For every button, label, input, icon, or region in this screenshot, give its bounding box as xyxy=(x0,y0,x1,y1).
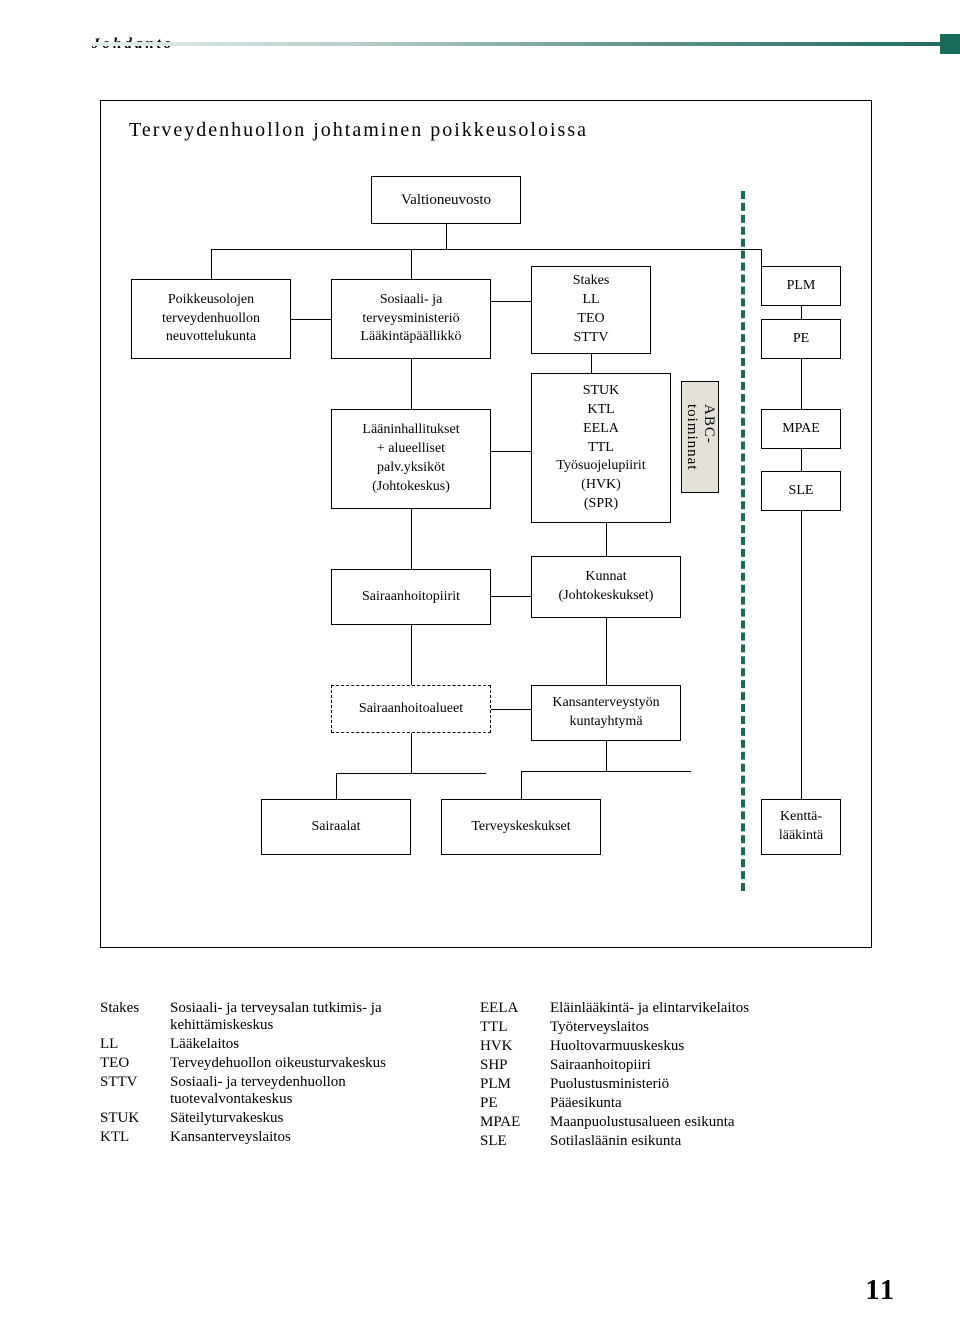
legend-row: PEPääesikunta xyxy=(480,1095,860,1112)
legend-abbr: MPAE xyxy=(480,1114,550,1131)
node-kentta: Kenttä-lääkintä xyxy=(761,799,841,855)
legend-def: Sairaanhoitopiiri xyxy=(550,1057,780,1074)
connector xyxy=(801,511,802,799)
legend-abbr: SLE xyxy=(480,1133,550,1150)
node-sairaanhoitopiirit: Sairaanhoitopiirit xyxy=(331,569,491,625)
legend-abbr: STUK xyxy=(100,1110,170,1127)
node-kunnat: Kunnat(Johtokeskukset) xyxy=(531,556,681,618)
legend-row: STTVSosiaali- ja terveyden­huollon tuote… xyxy=(100,1074,480,1108)
legend-abbr: PE xyxy=(480,1095,550,1112)
connector xyxy=(521,771,522,799)
legend-row: LLLääkelaitos xyxy=(100,1036,480,1053)
legend-def: Terveydehuollon oikeusturvakeskus xyxy=(170,1055,420,1072)
legend-abbr: HVK xyxy=(480,1038,550,1055)
connector xyxy=(411,359,412,409)
connector xyxy=(336,773,486,774)
legend-abbr: STTV xyxy=(100,1074,170,1108)
node-stuk: STUKKTLEELATTLTyösuojelupiirit(HVK)(SPR) xyxy=(531,373,671,523)
legend-row: KTLKansanterveyslaitos xyxy=(100,1129,480,1146)
connector xyxy=(411,249,412,279)
connector xyxy=(491,709,531,710)
connector xyxy=(491,596,531,597)
page: Johdanto Terveydenhuollon johtaminen poi… xyxy=(0,0,960,1323)
connector xyxy=(211,249,761,250)
legend-def: Säteilyturvakeskus xyxy=(170,1110,420,1127)
legend-abbr: KTL xyxy=(100,1129,170,1146)
legend-def: Kansanterveyslaitos xyxy=(170,1129,420,1146)
abc-label: ABC-toiminnat xyxy=(683,404,717,471)
legend: StakesSosiaali- ja terveysalan tutkimis-… xyxy=(100,1000,870,1152)
connector xyxy=(291,319,331,320)
connector xyxy=(591,354,592,373)
legend-abbr: Stakes xyxy=(100,1000,170,1034)
node-sle: SLE xyxy=(761,471,841,511)
legend-def: Huoltovarmuuskeskus xyxy=(550,1038,780,1055)
header-rule xyxy=(92,42,960,46)
node-kansanterveys: Kansanterveystyönkuntayhtymä xyxy=(531,685,681,741)
connector xyxy=(211,249,212,279)
legend-row: MPAEMaanpuolustusalueen esikunta xyxy=(480,1114,860,1131)
node-plm: PLM xyxy=(761,266,841,306)
legend-right-col: EELAEläinlääkintä- ja elintarvikelaitosT… xyxy=(480,1000,860,1152)
connector xyxy=(521,771,691,772)
header-block xyxy=(940,34,960,54)
legend-row: SLESotilasläänin esikunta xyxy=(480,1133,860,1150)
connector xyxy=(446,224,447,249)
node-laanin: Lääninhallitukset+ alueellisetpalv.yksik… xyxy=(331,409,491,509)
connector xyxy=(801,306,802,319)
legend-abbr: PLM xyxy=(480,1076,550,1093)
abc-box: ABC-toiminnat xyxy=(681,381,719,493)
legend-def: Sosiaali- ja terveysalan tutkimis- ja ke… xyxy=(170,1000,420,1034)
node-valtioneuvosto: Valtioneuvosto xyxy=(371,176,521,224)
node-sairaalat: Sairaalat xyxy=(261,799,411,855)
legend-def: Sotilasläänin esikunta xyxy=(550,1133,780,1150)
legend-abbr: SHP xyxy=(480,1057,550,1074)
dashed-separator xyxy=(741,191,745,891)
legend-abbr: TTL xyxy=(480,1019,550,1036)
node-stakes: StakesLLTEOSTTV xyxy=(531,266,651,354)
connector xyxy=(411,733,412,773)
node-neuvottelukunta: Poikkeusolojenterveydenhuollonneuvottelu… xyxy=(131,279,291,359)
node-ministerio: Sosiaali- jaterveysministeriöLääkintäpää… xyxy=(331,279,491,359)
connector xyxy=(606,741,607,771)
legend-def: Eläinlääkintä- ja elintarvikelaitos xyxy=(550,1000,780,1017)
page-number: 11 xyxy=(866,1275,896,1307)
legend-def: Maanpuolustusalueen esikunta xyxy=(550,1114,780,1131)
legend-row: TEOTerveydehuollon oikeusturvakeskus xyxy=(100,1055,480,1072)
legend-def: Puolustusministeriö xyxy=(550,1076,780,1093)
legend-left-col: StakesSosiaali- ja terveysalan tutkimis-… xyxy=(100,1000,480,1152)
legend-abbr: LL xyxy=(100,1036,170,1053)
legend-row: STUKSäteilyturvakeskus xyxy=(100,1110,480,1127)
legend-row: StakesSosiaali- ja terveysalan tutkimis-… xyxy=(100,1000,480,1034)
connector xyxy=(411,509,412,569)
connector xyxy=(801,359,802,409)
legend-abbr: EELA xyxy=(480,1000,550,1017)
legend-def: Pääesikunta xyxy=(550,1095,780,1112)
legend-row: TTLTyöterveyslaitos xyxy=(480,1019,860,1036)
connector xyxy=(801,449,802,471)
legend-row: HVKHuoltovarmuuskeskus xyxy=(480,1038,860,1055)
legend-abbr: TEO xyxy=(100,1055,170,1072)
connector xyxy=(606,523,607,556)
node-mpae: MPAE xyxy=(761,409,841,449)
connector xyxy=(761,249,762,267)
node-terveyskeskukset: Terveyskeskukset xyxy=(441,799,601,855)
legend-row: SHPSairaanhoitopiiri xyxy=(480,1057,860,1074)
legend-row: EELAEläinlääkintä- ja elintarvikelaitos xyxy=(480,1000,860,1017)
legend-def: Työterveyslaitos xyxy=(550,1019,780,1036)
connector xyxy=(336,773,337,799)
connector xyxy=(491,301,531,302)
diagram-frame: Terveydenhuollon johtaminen poikkeusoloi… xyxy=(100,100,872,948)
legend-def: Sosiaali- ja terveyden­huollon tuotevalv… xyxy=(170,1074,420,1108)
connector xyxy=(606,618,607,685)
node-sairaanhoitoalueet: Sairaanhoitoalueet xyxy=(331,685,491,733)
connector xyxy=(411,625,412,685)
connector xyxy=(491,451,531,452)
diagram-title: Terveydenhuollon johtaminen poikkeusoloi… xyxy=(129,119,588,142)
node-pe: PE xyxy=(761,319,841,359)
legend-def: Lääkelaitos xyxy=(170,1036,420,1053)
legend-row: PLMPuolustusministeriö xyxy=(480,1076,860,1093)
header-bar: Johdanto xyxy=(0,22,960,46)
